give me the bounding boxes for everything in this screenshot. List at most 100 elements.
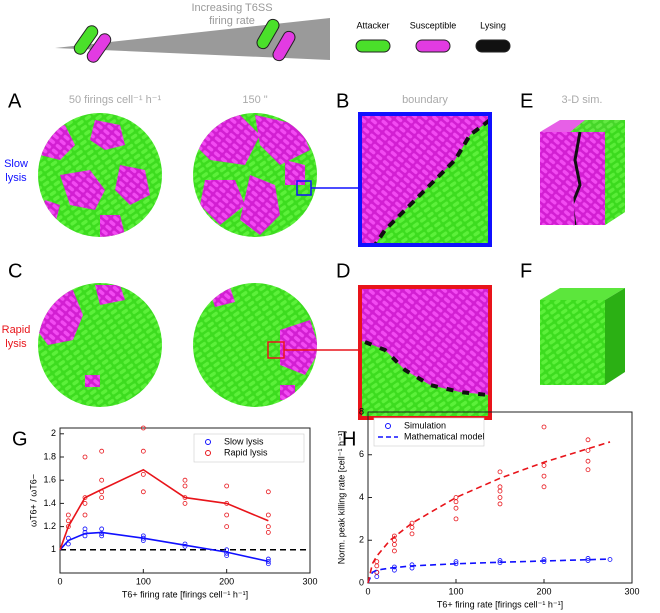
series-line [59,531,269,563]
point [409,531,415,537]
point [140,448,146,454]
point [585,437,591,443]
point [265,512,271,518]
point [453,495,459,500]
point [224,483,230,489]
point [374,559,380,565]
point [585,556,591,561]
chart: H 0 100 200 300 0 2 4 6 8 T6+ firing rate [firings… [336,406,639,609]
block-f [540,288,625,385]
point [265,524,271,529]
point [265,530,271,535]
point [182,483,188,489]
point [541,484,547,490]
legend-label: Slow lysis [224,436,264,446]
point [391,548,397,554]
cell [86,33,112,63]
legend-marker [205,450,211,456]
point [391,542,397,547]
zoom-d [358,285,492,420]
x-axis-label: T6+ firing rate [firings cell⁻¹ h⁻¹] [122,589,248,599]
column-title: 150 " [242,94,267,106]
point [409,562,415,568]
y-tick-label: 2 [51,428,56,438]
point [182,500,188,506]
point [224,524,230,529]
point [391,533,397,539]
x-tick-label: 0 [57,576,62,586]
point [585,558,591,563]
y-tick-label: 1.2 [43,521,56,531]
lysing-icon [475,39,511,53]
point [65,518,71,524]
point [182,541,188,547]
legend-label: Mathematical model [404,431,485,441]
point [374,563,380,569]
point [497,488,503,494]
point [607,557,613,562]
legend-label: Susceptible [410,20,457,30]
column-title: boundary [402,94,448,106]
legend-label: Simulation [404,420,446,430]
point [265,561,271,567]
point [409,525,415,530]
x-tick-label: 100 [448,586,463,596]
colony [193,113,317,237]
attacker-icon [355,39,391,53]
legend-box [373,417,485,447]
x-tick-label: 200 [219,576,234,586]
y-axis-label: ωT6+ / ωT6− [28,474,38,527]
zoom-b [358,112,492,247]
schematic-label: Increasing T6SS [191,2,272,14]
panel-label: E [520,90,533,112]
colony [193,283,317,407]
block-e [540,120,625,226]
point [453,505,459,511]
point [374,574,380,579]
point [409,520,415,526]
point [82,500,88,506]
y-tick-label: 1.6 [43,475,56,485]
chart: G 0 100 200 300 1 1.2 1.4 1.6 1.8 2 T6+ firing rate… [12,425,318,599]
point [99,448,105,454]
legend-label: Rapid lysis [224,447,268,457]
point [453,499,459,505]
wedge [55,18,330,60]
y-tick-label: 6 [359,449,364,459]
point [497,469,503,475]
point [65,512,71,518]
panel-label: H [342,428,356,450]
point [99,495,105,501]
x-tick-label: 100 [136,576,151,586]
x-tick-label: 300 [624,586,639,596]
point [585,467,591,473]
point [82,512,88,518]
panel-label: B [336,90,349,112]
point [497,558,503,563]
row-label: Rapid [2,324,31,336]
series-line [59,468,269,551]
point [585,448,591,453]
point [99,533,105,539]
point [224,553,230,558]
legend-label: Lysing [480,20,506,30]
y-tick-label: 1 [51,544,56,554]
x-tick-label: 200 [536,586,551,596]
cell [73,25,99,55]
row-label: Slow [4,158,28,170]
series-line [367,441,611,584]
x-tick-label: 300 [302,576,317,586]
legend-marker [385,423,391,429]
point [82,454,88,460]
point [140,471,146,477]
point [585,458,591,464]
column-title: 50 firings cell⁻¹ h⁻¹ [69,94,162,106]
x-axis-label: T6+ firing rate [firings cell⁻¹ h⁻¹] [437,599,563,609]
point [265,489,271,495]
susceptible-icon [415,39,451,53]
legend-box [193,433,305,463]
point [82,526,88,532]
colony [38,113,162,237]
point [182,543,188,549]
